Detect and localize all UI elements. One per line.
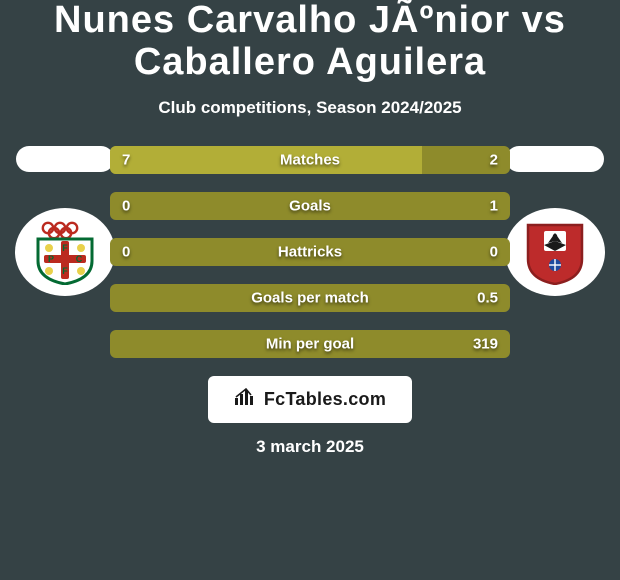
stat-label: Goals per match [251, 289, 369, 306]
stat-label: Min per goal [266, 335, 354, 352]
stat-label: Goals [289, 197, 331, 214]
watermark-badge: FcTables.com [208, 376, 412, 423]
svg-text:C: C [76, 254, 83, 264]
svg-text:P: P [48, 254, 54, 264]
stat-label: Hattricks [278, 243, 342, 260]
stats-bars: 7 Matches 2 0 Goals 1 0 Hattricks 0 Goal… [110, 146, 510, 358]
stat-right-value: 1 [490, 197, 498, 214]
subtitle: Club competitions, Season 2024/2025 [0, 98, 620, 118]
comparison-panel: F P C F [0, 146, 620, 457]
right-crest-graphic [524, 221, 586, 285]
right-player-column [500, 146, 610, 296]
stat-right-value: 0 [490, 243, 498, 260]
stat-right-value: 0.5 [477, 289, 498, 306]
left-player-pill [16, 146, 114, 172]
page-title: Nunes Carvalho JÃºnior vs Caballero Agui… [0, 0, 620, 84]
svg-text:F: F [62, 243, 68, 253]
stat-row-goals: 0 Goals 1 [110, 192, 510, 220]
stat-left-value: 0 [122, 243, 130, 260]
left-club-crest: F P C F [15, 208, 115, 296]
bar-chart-icon [234, 388, 256, 411]
stat-row-goals-per-match: Goals per match 0.5 [110, 284, 510, 312]
stat-right-value: 2 [490, 151, 498, 168]
watermark-text: FcTables.com [264, 389, 386, 410]
left-player-column: F P C F [10, 146, 120, 296]
stat-left-value: 0 [122, 197, 130, 214]
svg-text:F: F [62, 266, 68, 276]
stat-row-hattricks: 0 Hattricks 0 [110, 238, 510, 266]
stat-right-value: 319 [473, 335, 498, 352]
right-club-crest [505, 208, 605, 296]
stat-row-min-per-goal: Min per goal 319 [110, 330, 510, 358]
stat-row-matches: 7 Matches 2 [110, 146, 510, 174]
left-crest-graphic: F P C F [34, 221, 96, 285]
generated-date: 3 march 2025 [0, 437, 620, 457]
stat-label: Matches [280, 151, 340, 168]
stat-left-value: 7 [122, 151, 130, 168]
right-player-pill [506, 146, 604, 172]
